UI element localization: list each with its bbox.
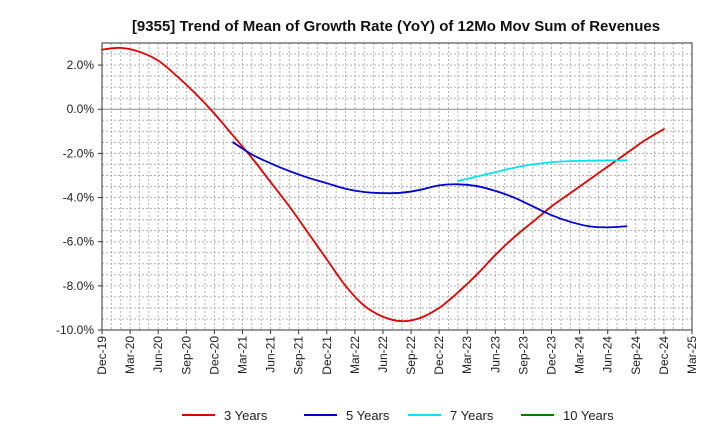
x-tick-label: Jun-23: [488, 336, 502, 373]
y-tick-label: -4.0%: [63, 191, 95, 205]
x-tick-label: Sep-24: [629, 336, 643, 375]
x-tick-label: Sep-21: [292, 336, 306, 375]
legend-label-10-years: 10 Years: [563, 408, 614, 423]
x-tick-label: Dec-19: [95, 336, 109, 375]
x-tick-label: Sep-23: [516, 336, 530, 375]
plot-frame: [101, 42, 693, 331]
grid-layer: [102, 43, 692, 330]
x-tick-label: Jun-21: [264, 336, 278, 373]
x-tick-label: Dec-21: [320, 336, 334, 375]
legend-label-5-years: 5 Years: [346, 408, 390, 423]
y-tick-label: -10.0%: [56, 323, 94, 337]
x-tick-label: Dec-23: [545, 336, 559, 375]
x-tick-label: Mar-21: [235, 336, 249, 374]
x-tick-label: Jun-22: [376, 336, 390, 373]
x-tick-label: Mar-24: [573, 336, 587, 374]
x-tick-label: Mar-22: [348, 336, 362, 374]
series-layer: [101, 46, 665, 323]
series-line-5-years: [232, 141, 628, 229]
axis-layer: 2.0% 0.0% -2.0% -4.0% -6.0% -8.0% -10.0%Dec-19…: [56, 42, 699, 375]
y-tick-label: -2.0%: [63, 146, 95, 160]
x-tick-label: Dec-22: [432, 336, 446, 375]
x-tick-label: Mar-20: [123, 336, 137, 374]
series-line-7-years: [456, 159, 628, 182]
legend-label-7-years: 7 Years: [450, 408, 494, 423]
x-tick-label: Jun-24: [601, 336, 615, 373]
x-tick-label: Jun-20: [151, 336, 165, 373]
x-tick-label: Dec-20: [207, 336, 221, 375]
x-tick-label: Dec-24: [657, 336, 671, 375]
legend: 3 Years 5 Years 7 Years 10 Years: [182, 408, 614, 423]
y-tick-label: 0.0%: [67, 102, 95, 116]
x-tick-label: Sep-20: [179, 336, 193, 375]
y-tick-label: -8.0%: [63, 279, 95, 293]
x-tick-label: Mar-25: [685, 336, 699, 374]
y-tick-label: 2.0%: [67, 58, 95, 72]
x-tick-label: Mar-23: [460, 336, 474, 374]
y-tick-label: -6.0%: [63, 235, 95, 249]
series-line-3-years: [101, 46, 665, 323]
chart-title: [9355] Trend of Mean of Growth Rate (YoY…: [132, 18, 660, 35]
x-tick-label: Sep-22: [404, 336, 418, 375]
legend-label-3-years: 3 Years: [224, 408, 268, 423]
